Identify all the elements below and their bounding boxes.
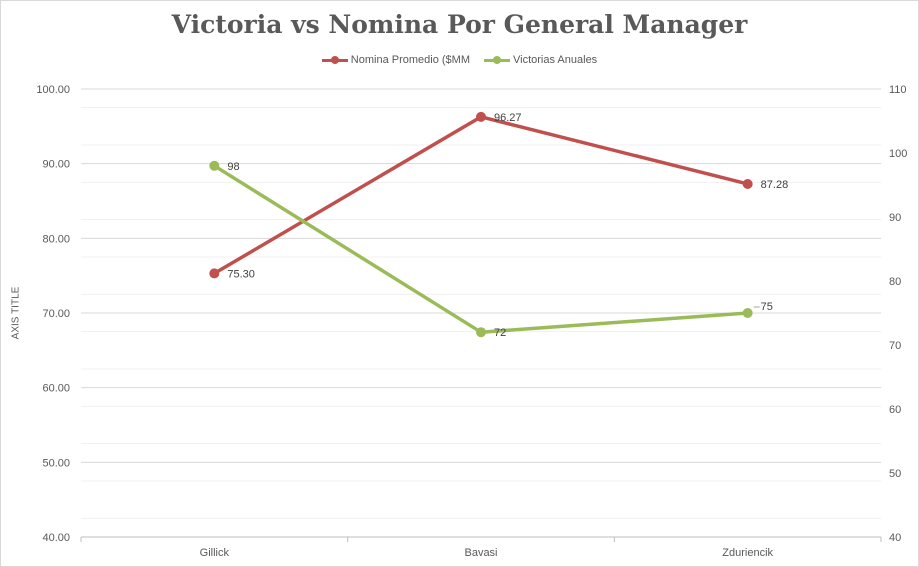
data-point-0 xyxy=(209,268,220,279)
y2-tick-label: 80 xyxy=(889,276,901,288)
x-tick-label: Gillick xyxy=(200,547,230,559)
data-label-0: 75.30 xyxy=(227,268,255,280)
y2-tick-label: 110 xyxy=(889,84,907,96)
y2-tick-label: 50 xyxy=(889,468,901,480)
legend-item-victorias: Victorias Anuales xyxy=(484,54,597,66)
y-tick-label: 40.00 xyxy=(42,532,70,544)
y-tick-label: 70.00 xyxy=(42,308,70,320)
legend-swatch-nomina xyxy=(321,55,348,65)
x-tick-label: Zduriencik xyxy=(722,547,773,559)
data-point-0 xyxy=(476,111,486,122)
data-point-1 xyxy=(209,160,220,171)
data-label-1: 72 xyxy=(494,327,506,339)
legend-item-nomina: Nomina Promedio ($MM xyxy=(321,54,470,66)
data-point-0 xyxy=(742,178,753,189)
chart-title: Victoria vs Nomina Por General Manager xyxy=(171,10,748,39)
chart-legend: Nomina Promedio ($MM Victorias Anuales xyxy=(1,54,918,66)
data-label-1: 75 xyxy=(761,301,773,313)
y-tick-label: 60.00 xyxy=(42,383,70,395)
legend-label-nomina: Nomina Promedio ($MM xyxy=(350,54,470,66)
y-tick-label: 80.00 xyxy=(42,233,70,245)
legend-label-victorias: Victorias Anuales xyxy=(513,54,598,66)
y-tick-label: 90.00 xyxy=(42,159,70,171)
series-line-1 xyxy=(212,164,750,334)
y2-tick-label: 100 xyxy=(889,148,907,160)
legend-swatch-victorias xyxy=(484,55,510,65)
y2-tick-label: 40 xyxy=(889,532,901,544)
y2-tick-label: 90 xyxy=(889,212,901,224)
y2-tick-label: 70 xyxy=(889,340,901,352)
y2-tick-label: 60 xyxy=(889,404,901,416)
data-point-1 xyxy=(476,327,486,338)
data-label-0: 96.27 xyxy=(494,112,522,124)
data-label-0: 87.28 xyxy=(761,179,789,191)
data-point-1 xyxy=(742,308,753,318)
y-tick-label: 50.00 xyxy=(42,457,70,469)
data-label-1: 98 xyxy=(227,161,239,173)
series-line-0 xyxy=(212,115,750,276)
y-tick-label: 100.00 xyxy=(36,84,70,96)
x-tick-label: Bavasi xyxy=(464,547,497,559)
